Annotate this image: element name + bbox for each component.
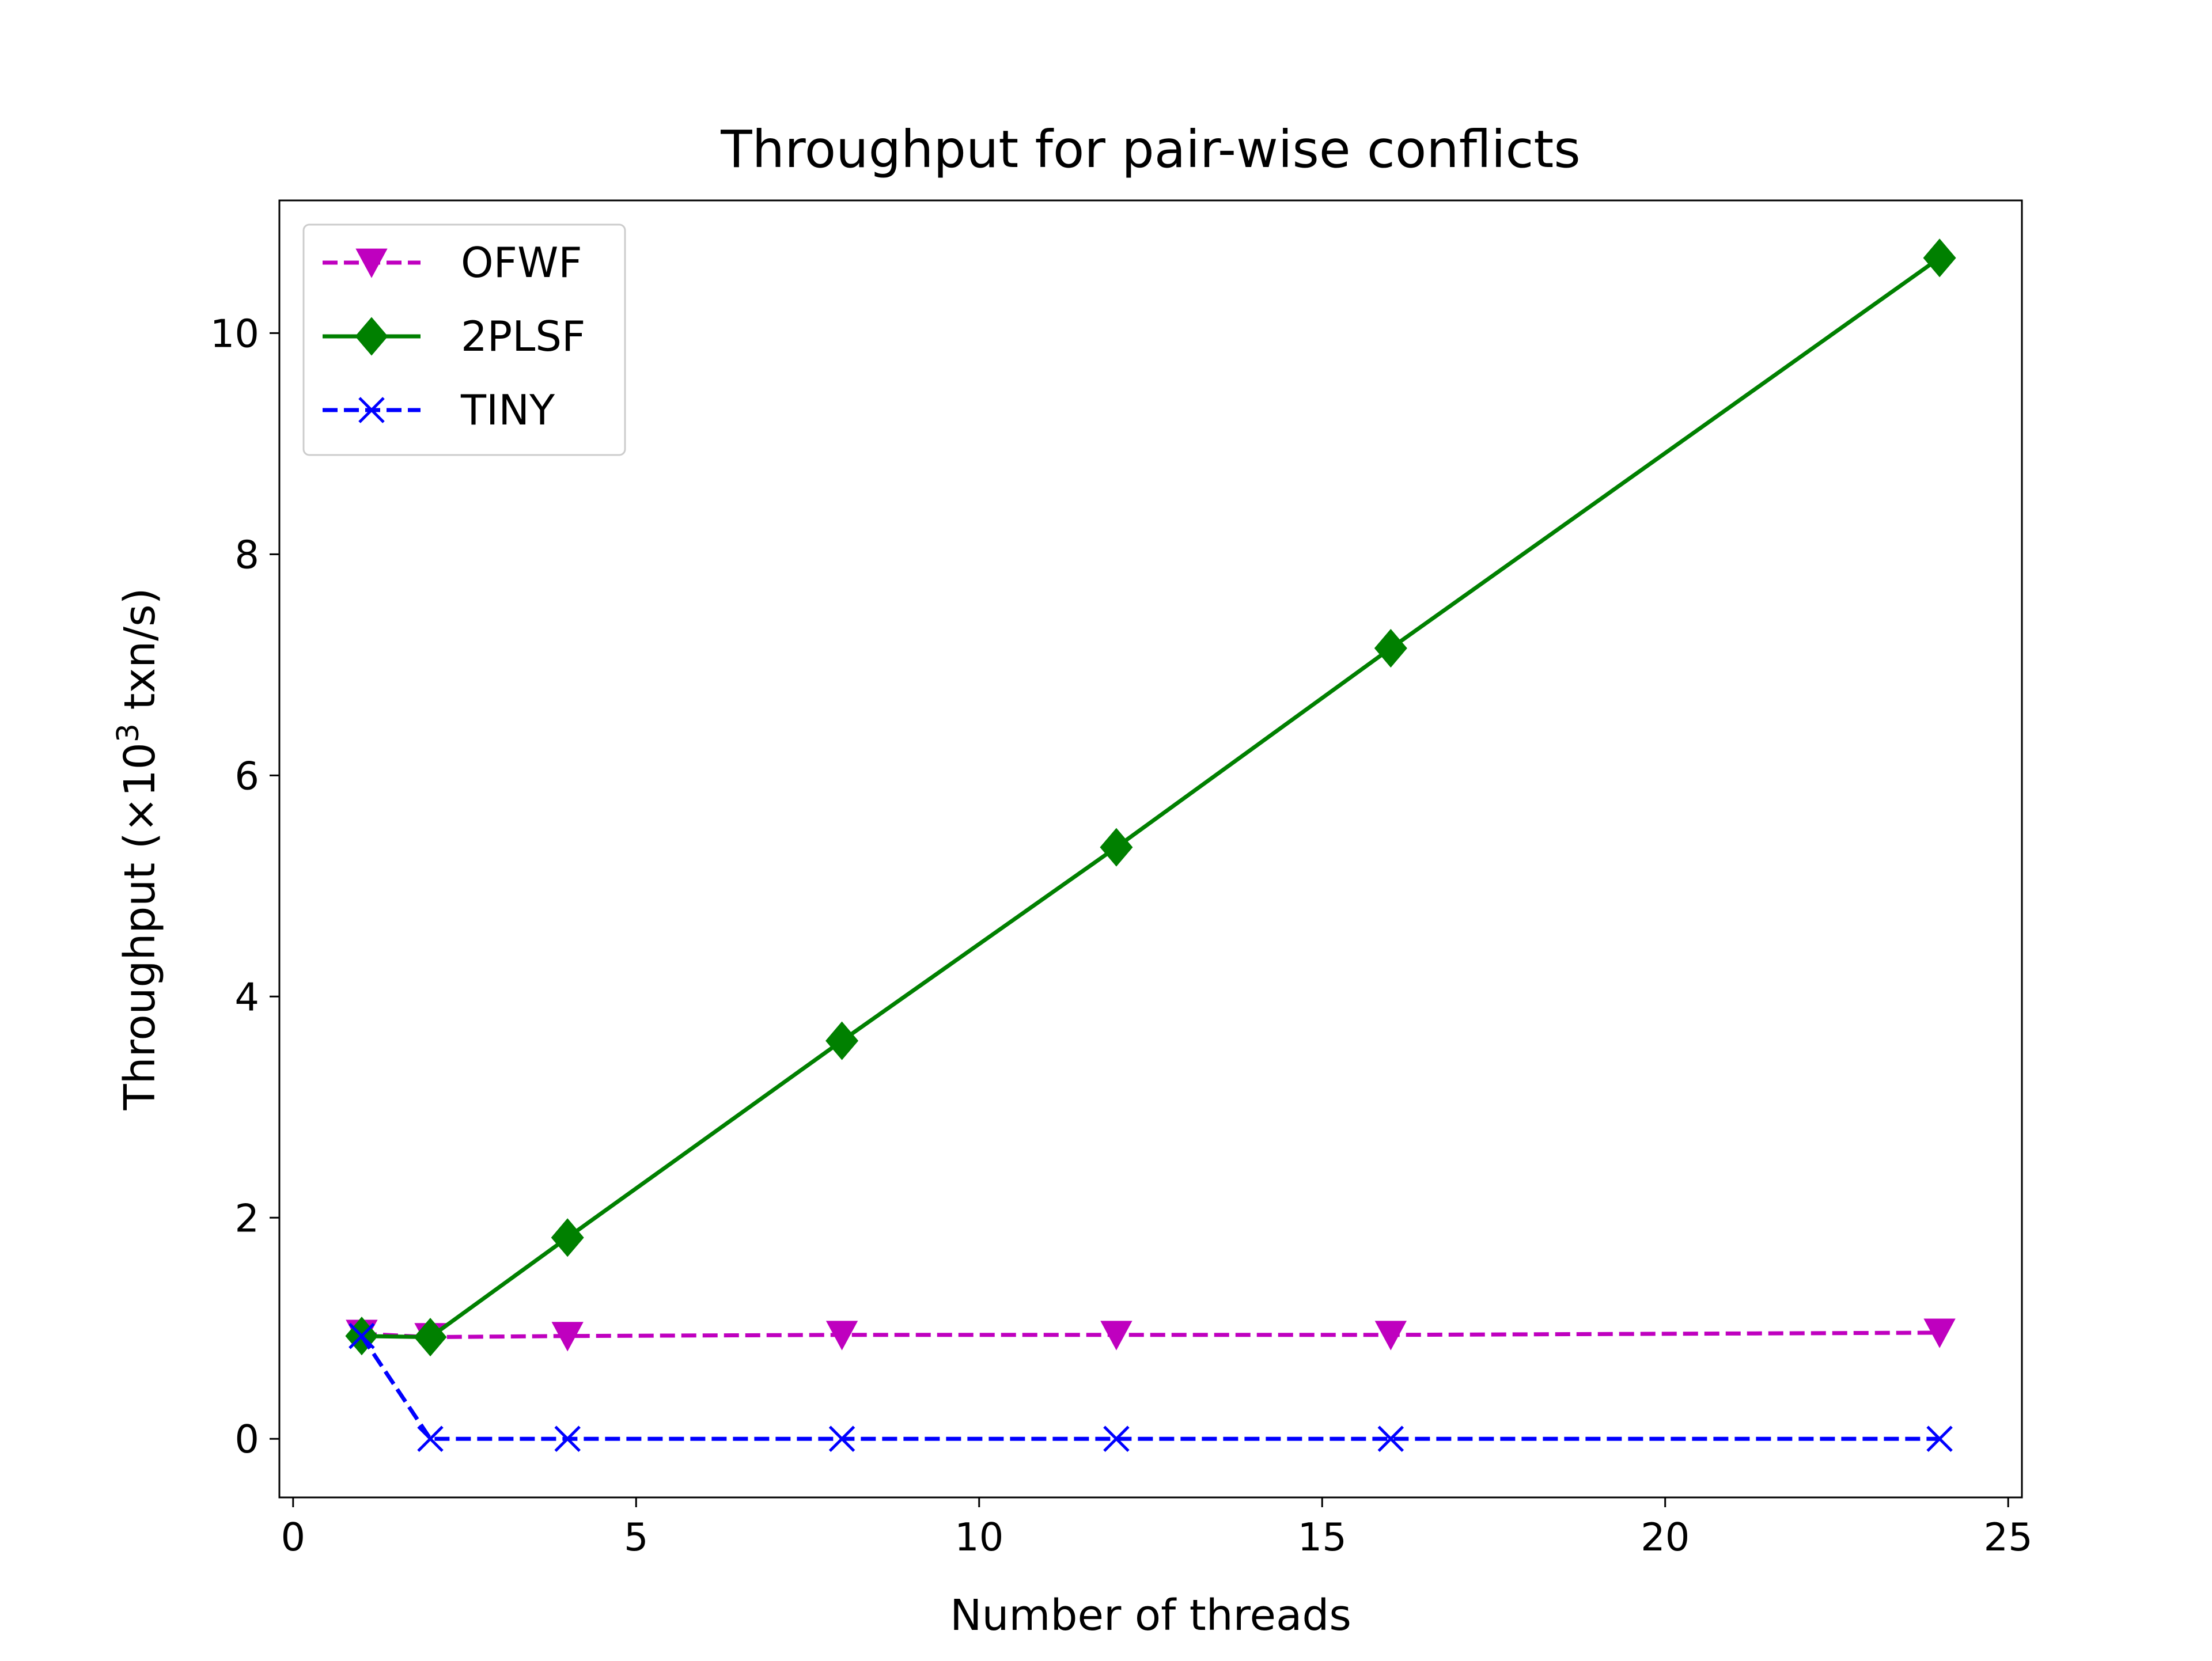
y-tick-label: 0 [234,1417,259,1462]
y-axis: 0 2 4 6 8 10 [210,311,279,1462]
y-tick-label: 8 [234,532,259,577]
series-2plsf [345,238,1956,1357]
point-2plsf [1100,828,1133,867]
point-tiny [417,1425,444,1453]
legend-label-2plsf: 2PLSF [461,312,585,361]
legend-label-tiny: TINY [460,386,555,434]
y-tick-label: 4 [234,974,259,1019]
plot-series [345,238,1956,1453]
point-tiny [1926,1425,1953,1453]
y-axis-label-main: Throughput (×10 [115,742,165,1110]
point-2plsf [1923,238,1956,278]
point-tiny-stroke [1377,1425,1404,1453]
series-tiny [349,1322,1953,1453]
point-tiny [554,1425,581,1453]
y-tick-label: 2 [234,1196,259,1241]
legend: OFWF 2PLSF TINY [302,223,626,456]
point-2plsf [825,1021,859,1060]
point-2plsf [1374,629,1407,668]
point-2plsf [414,1318,447,1357]
point-tiny [1103,1425,1130,1453]
point-tiny-stroke [1103,1425,1130,1453]
point-tiny [349,1322,375,1349]
legend-marker-ofwf [355,248,388,278]
axes-frame [278,199,2023,1499]
point-tiny-stroke [828,1425,855,1453]
point-ofwf [1100,1321,1132,1351]
legend-marker-tiny-stroke [358,397,385,423]
x-tick-label: 5 [624,1515,649,1560]
point-tiny-stroke [349,1322,375,1349]
point-ofwf [825,1321,858,1351]
point-tiny-stroke [1926,1425,1953,1453]
point-ofwf [1923,1318,1956,1348]
x-tick-label: 20 [1641,1515,1690,1560]
x-axis: 0 5 10 15 20 25 [281,1497,2033,1560]
x-axis-label: Number of threads [950,1591,1351,1640]
x-tick-label: 0 [281,1515,305,1560]
point-tiny [1377,1425,1404,1453]
legend-box [302,223,626,456]
point-tiny-stroke [554,1425,581,1453]
legend-marker-tiny [358,397,385,423]
chart-title: Throughput for pair-wise conflicts [720,119,1580,179]
legend-label-ofwf: OFWF [461,238,582,287]
y-tick-label: 10 [210,311,259,356]
y-axis-label: Throughput (×103 txn/s) [111,587,165,1110]
x-tick-label: 10 [955,1515,1003,1560]
point-ofwf [1374,1321,1407,1351]
point-ofwf [551,1322,584,1352]
x-tick-label: 15 [1298,1515,1347,1560]
legend-marker-2plsf [355,317,388,356]
y-axis-label-tail: txn/s) [115,587,165,723]
point-tiny [828,1425,855,1453]
y-tick-label: 6 [234,753,259,798]
point-2plsf [551,1218,584,1257]
x-tick-label: 25 [1984,1515,2033,1560]
point-tiny-stroke [417,1425,444,1453]
y-axis-label-superscript: 3 [111,723,146,742]
